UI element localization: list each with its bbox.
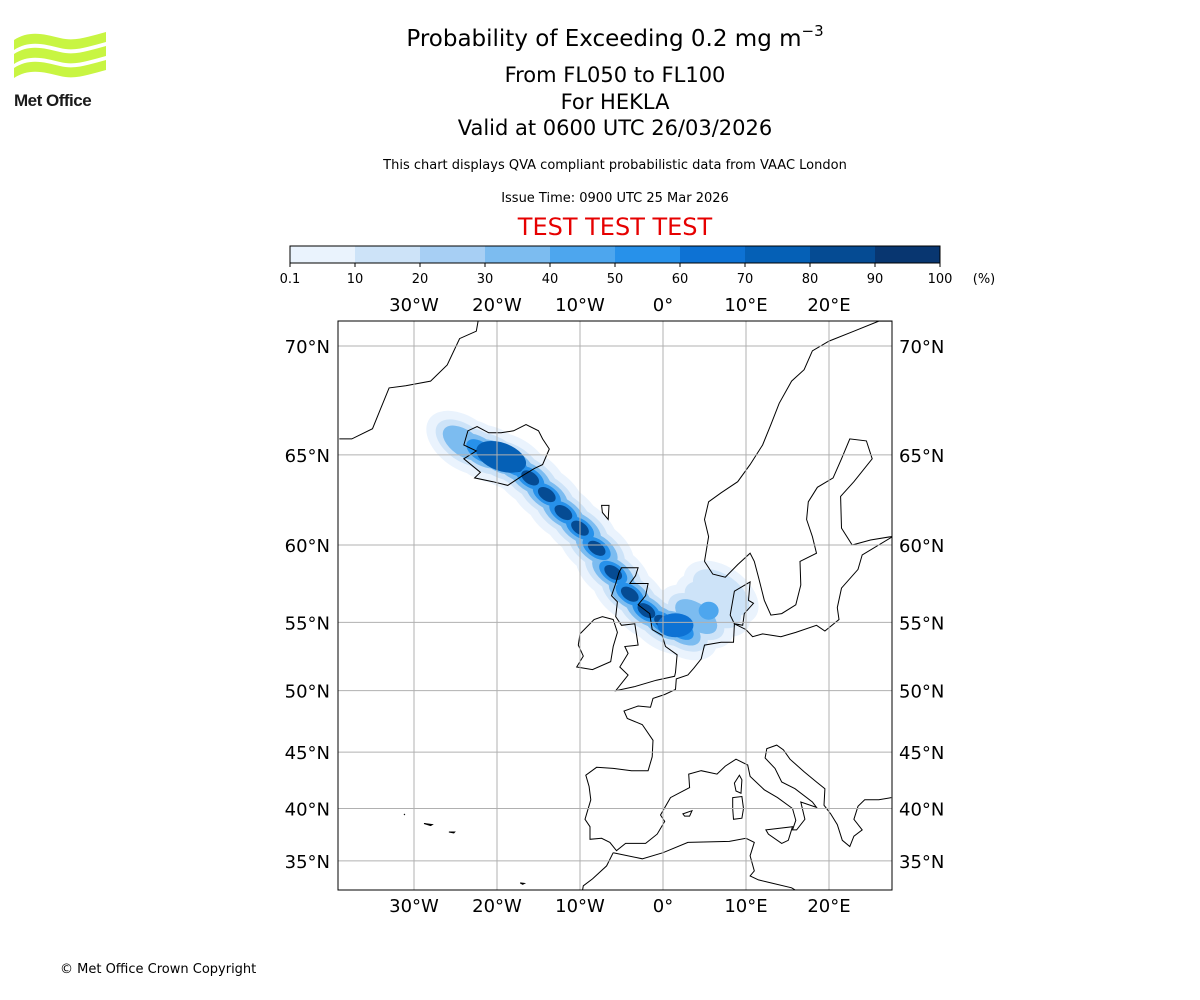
colorbar-segment xyxy=(355,246,421,263)
longitude-label: 10°E xyxy=(724,896,767,917)
iceland-coast xyxy=(462,424,550,486)
colorbar-tick-label: 20 xyxy=(412,272,429,287)
colorbar-segment xyxy=(550,246,616,263)
met-office-wave-icon xyxy=(14,32,106,78)
colorbar-segment xyxy=(420,246,486,263)
test-banner: TEST TEST TEST xyxy=(517,213,713,241)
longitude-label: 30°W xyxy=(389,295,439,316)
madeira-coast xyxy=(519,882,527,885)
colorbar-tick-label: 80 xyxy=(802,272,819,287)
valid-time: Valid at 0600 UTC 26/03/2026 xyxy=(457,116,773,140)
flight-level-range: From FL050 to FL100 xyxy=(504,63,726,87)
colorbar-segment xyxy=(485,246,551,263)
colorbar-tick-label: 10 xyxy=(347,272,364,287)
sweden-finland-coast xyxy=(704,438,892,616)
chart-title: Probability of Exceeding 0.2 mg m−3 xyxy=(406,22,824,52)
colorbar-tick-label: 100 xyxy=(928,272,953,287)
colorbar-segment xyxy=(745,246,811,263)
issue-time: Issue Time: 0900 UTC 25 Mar 2026 xyxy=(501,191,729,206)
colorbar-unit-label: (%) xyxy=(973,272,996,287)
longitude-label: 0° xyxy=(653,295,673,316)
north-africa-coast xyxy=(613,837,797,890)
great-britain-coast xyxy=(610,567,678,692)
colorbar-segment xyxy=(875,246,941,263)
latitude-label: 70°N xyxy=(899,337,944,358)
colorbar-tick-label: 50 xyxy=(607,272,624,287)
latitude-label: 40°N xyxy=(285,800,330,821)
longitude-label: 0° xyxy=(653,896,673,917)
latitude-label: 40°N xyxy=(899,800,944,821)
volcano-name: For HEKLA xyxy=(560,90,670,114)
latitude-label: 65°N xyxy=(899,446,944,467)
morocco-coast xyxy=(582,852,614,890)
azores-coast xyxy=(448,831,456,834)
longitude-label: 10°W xyxy=(555,896,605,917)
colorbar-tick-label: 90 xyxy=(867,272,884,287)
axis-labels: 30°W 30°W 20°W 20°W 10°W 10°W 0° 0° 10°E 10°E 20°E… xyxy=(285,295,945,917)
latitude-label: 65°N xyxy=(285,446,330,467)
map-frame xyxy=(337,320,893,891)
greenland-coast xyxy=(339,321,479,440)
met-office-logo-text: Met Office xyxy=(14,91,92,110)
latitude-label: 55°N xyxy=(285,613,330,634)
longitude-label: 20°E xyxy=(807,896,850,917)
disclaimer-text: This chart displays QVA compliant probab… xyxy=(383,158,847,173)
azores-coast xyxy=(423,823,434,827)
plume-cell xyxy=(698,601,719,620)
latitude-label: 50°N xyxy=(899,682,944,703)
faroe-coast xyxy=(601,504,610,521)
colorbar-segment xyxy=(615,246,681,263)
plume-cell xyxy=(476,440,527,473)
corsica-coast xyxy=(733,774,743,794)
latitude-label: 45°N xyxy=(899,743,944,764)
colorbar-segment xyxy=(290,246,356,263)
colorbar-segment xyxy=(810,246,876,263)
plume-cell xyxy=(657,613,694,638)
colorbar-tick-label: 0.1 xyxy=(280,272,301,287)
colorbar-tick-label: 40 xyxy=(542,272,559,287)
latitude-label: 60°N xyxy=(285,536,330,557)
plume-cell xyxy=(554,504,573,521)
latitude-label: 45°N xyxy=(285,743,330,764)
latitude-label: 60°N xyxy=(899,536,944,557)
plume-cell xyxy=(537,487,556,503)
latitude-label: 35°N xyxy=(285,852,330,873)
coastlines xyxy=(339,321,892,890)
balearic-coast xyxy=(682,809,693,817)
colorbar-segment xyxy=(680,246,746,263)
europe-coast xyxy=(584,536,892,852)
gridlines xyxy=(338,321,892,890)
azores-coast xyxy=(403,813,406,816)
latitude-label: 70°N xyxy=(285,337,330,358)
colorbar: 0.1 10 20 30 40 50 60 70 80 90 100 (%) xyxy=(280,245,996,287)
latitude-label: 35°N xyxy=(899,852,944,873)
colorbar-tick-label: 70 xyxy=(737,272,754,287)
latitude-label: 50°N xyxy=(285,682,330,703)
plume-cell xyxy=(620,586,639,602)
longitude-label: 20°W xyxy=(472,295,522,316)
latitude-label: 55°N xyxy=(899,613,944,634)
longitude-label: 10°E xyxy=(724,295,767,316)
longitude-label: 10°W xyxy=(555,295,605,316)
longitude-label: 30°W xyxy=(389,896,439,917)
colorbar-tick-label: 30 xyxy=(477,272,494,287)
map-panel: 30°W 30°W 20°W 20°W 10°W 10°W 0° 0° 10°E 10°E 20°E… xyxy=(285,295,945,917)
sicily-coast xyxy=(765,826,794,844)
denmark-coast xyxy=(729,580,755,626)
longitude-label: 20°W xyxy=(472,896,522,917)
colorbar-tick-label: 60 xyxy=(672,272,689,287)
norway-coast xyxy=(703,321,892,562)
plume-cell xyxy=(675,599,718,634)
longitude-label: 20°E xyxy=(807,295,850,316)
copyright-text: © Met Office Crown Copyright xyxy=(60,962,257,977)
